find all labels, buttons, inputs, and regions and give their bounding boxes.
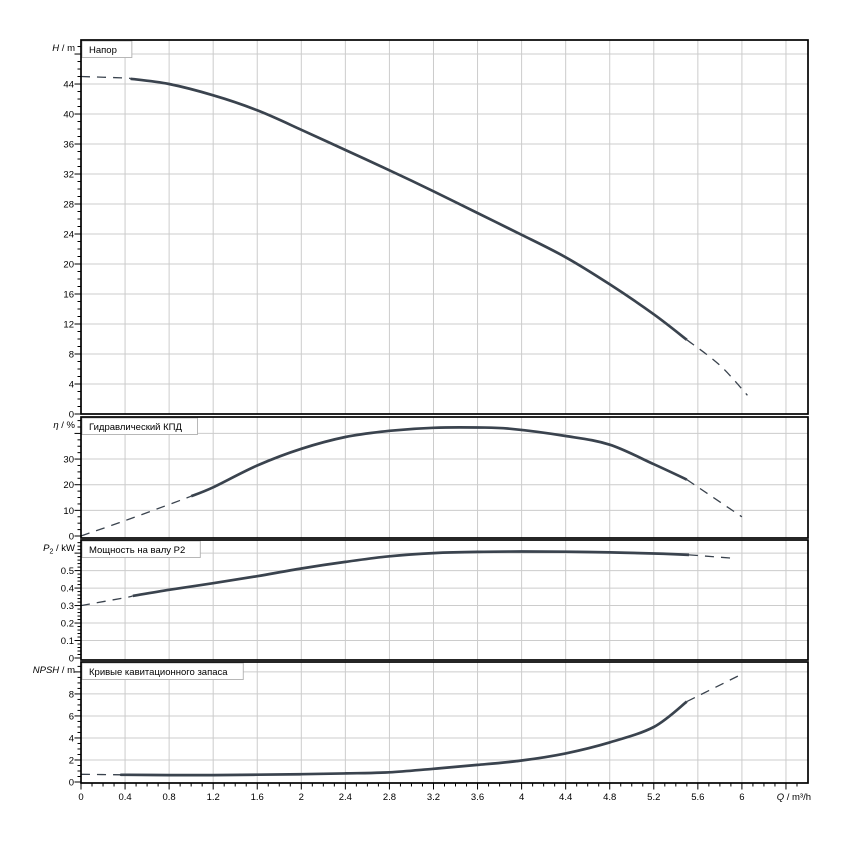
npsh-curve-dashed-tail (686, 673, 743, 703)
y-tick-label: 2 (69, 755, 74, 766)
y-tick-label: 0 (69, 654, 74, 665)
y-tick-label: 6 (69, 711, 74, 722)
npsh-curve-dashed-lead (80, 773, 123, 776)
y-tick-label: 20 (63, 480, 74, 491)
x-tick-label: 4.4 (559, 792, 572, 803)
panel-3: Кривые кавитационного запаса 0 2 4 6 8 NPSH / … (33, 661, 809, 789)
panel-title: Кривые кавитационного запаса (89, 667, 228, 678)
panel-2: Мощность на валу P2 0 0.1 0.2 0.3 0.4 0.5 P2 / … (43, 539, 809, 665)
shaft-power-curve-dashed-tail (688, 554, 736, 560)
x-tick-label: 3.6 (471, 792, 484, 803)
y-tick-label: 4 (69, 733, 74, 744)
x-axis: 0 0.4 0.8 1.2 1.6 2 2.4 2.8 3.2 3.6 4 4.4 4.8 5.2 5.6 6… (78, 783, 811, 803)
panel-title-box (81, 662, 244, 680)
x-tick-label: 2 (299, 792, 304, 803)
shaft-power-curve (132, 550, 690, 598)
y-tick-label: 36 (63, 140, 74, 151)
y-axis-label: P2 / kW (43, 543, 75, 556)
x-tick-label: 2.8 (383, 792, 396, 803)
panel-1: Гидравлический КПД 0 10 20 30 η / % (53, 416, 809, 543)
x-tick-label: 4.8 (603, 792, 616, 803)
panel-title: Гидравлический КПД (89, 422, 182, 433)
y-axis-label: H / m (52, 43, 75, 54)
y-axis-label: NPSH / m (33, 665, 75, 676)
y-axis-label: η / % (53, 420, 75, 431)
x-tick-label: 5.2 (647, 792, 660, 803)
y-tick-label: 16 (63, 290, 74, 301)
x-tick-label: 6 (739, 792, 744, 803)
head-curve-dashed-lead (80, 75, 132, 80)
panel-title: Напор (89, 45, 117, 56)
x-tick-label: 1.6 (251, 792, 264, 803)
y-tick-label: 40 (63, 110, 74, 121)
x-tick-label: 0 (78, 792, 83, 803)
y-tick-label: 0 (69, 410, 74, 421)
y-tick-label: 0.3 (61, 601, 74, 612)
x-tick-label: 4 (519, 792, 524, 803)
y-tick-label: 0.2 (61, 619, 74, 630)
x-tick-label: 1.2 (207, 792, 220, 803)
panel-0: Напор 0 4 8 12 16 20 24 28 32 36 40 44 H / m (52, 39, 809, 421)
y-tick-label: 44 (63, 80, 74, 91)
panel-title-box (81, 40, 133, 58)
y-tick-label: 20 (63, 260, 74, 271)
y-tick-label: 12 (63, 320, 74, 331)
panel-border (80, 539, 809, 661)
y-tick-label: 24 (63, 230, 74, 241)
npsh-curve (119, 700, 688, 777)
efficiency-curve (190, 425, 688, 498)
y-tick-label: 4 (69, 380, 74, 391)
efficiency-curve-dashed-lead (80, 495, 192, 537)
y-tick-label: 30 (63, 455, 74, 466)
y-tick-label: 0 (69, 532, 74, 543)
x-axis-label: Q / m³/h (777, 792, 811, 803)
y-tick-label: 32 (63, 170, 74, 181)
y-tick-label: 0.1 (61, 636, 74, 647)
efficiency-curve-dashed-tail (686, 479, 743, 518)
y-tick-label: 10 (63, 506, 74, 517)
y-tick-label: 0.4 (61, 584, 74, 595)
panel-title: Мощность на валу P2 (89, 545, 185, 556)
x-tick-label: 0.8 (163, 792, 176, 803)
y-tick-label: 0 (69, 778, 74, 789)
x-tick-label: 0.4 (118, 792, 131, 803)
shaft-power-curve-dashed-lead (80, 595, 133, 607)
panel-border (80, 416, 809, 539)
y-tick-label: 8 (69, 350, 74, 361)
y-tick-label: 0.5 (61, 566, 74, 577)
x-tick-label: 5.6 (691, 792, 704, 803)
x-tick-label: 2.4 (339, 792, 352, 803)
head-curve (130, 77, 688, 341)
panel-title-box (81, 417, 198, 435)
panel-title-box (81, 540, 201, 558)
y-tick-label: 8 (69, 689, 74, 700)
x-tick-label: 3.2 (427, 792, 440, 803)
y-tick-label: 28 (63, 200, 74, 211)
